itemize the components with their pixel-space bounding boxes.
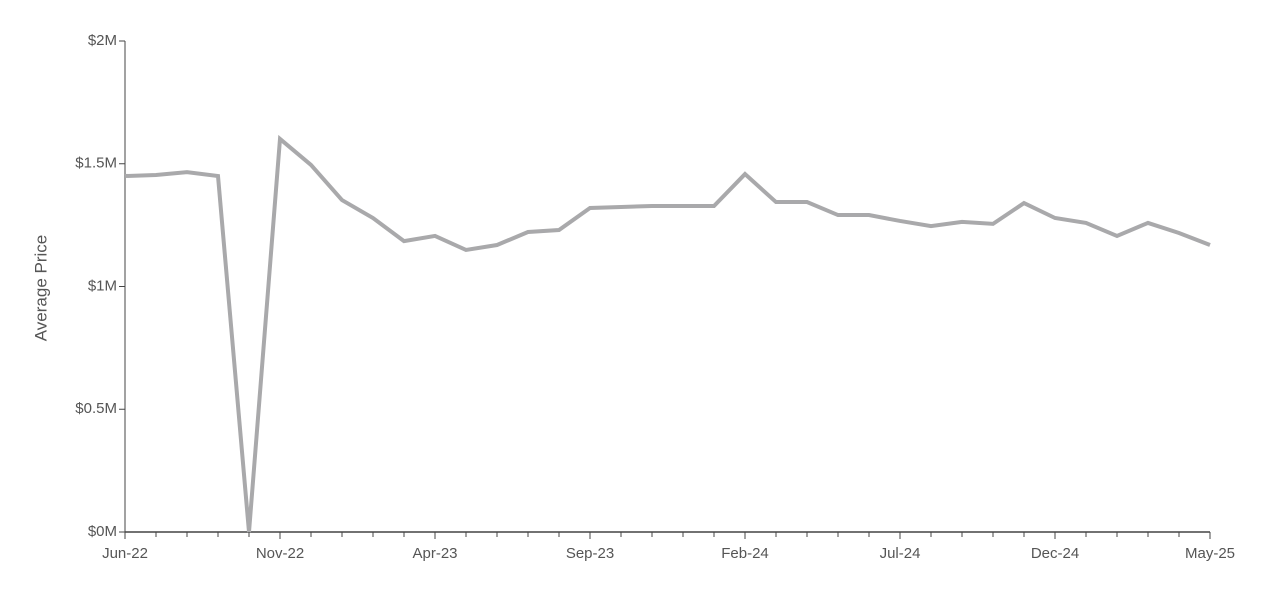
y-tick-label: $0.5M — [75, 400, 117, 417]
y-axis-label: Average Price — [31, 235, 50, 341]
x-tick-label: Sep-23 — [566, 545, 614, 562]
y-tick-label: $1M — [88, 277, 117, 294]
x-tick-label: Feb-24 — [721, 545, 769, 562]
x-tick-label: Jul-24 — [880, 545, 921, 562]
x-tick-label: Dec-24 — [1031, 545, 1079, 562]
x-tick-label: Apr-23 — [412, 545, 457, 562]
y-tick-label: $1.5M — [75, 155, 117, 172]
x-tick-label: Jun-22 — [102, 545, 148, 562]
x-tick-label: May-25 — [1185, 545, 1235, 562]
y-tick-label: $0M — [88, 523, 117, 540]
data-line — [124, 134, 1211, 533]
x-tick-label: Nov-22 — [256, 545, 304, 562]
y-tick-label: $2M — [88, 32, 117, 49]
